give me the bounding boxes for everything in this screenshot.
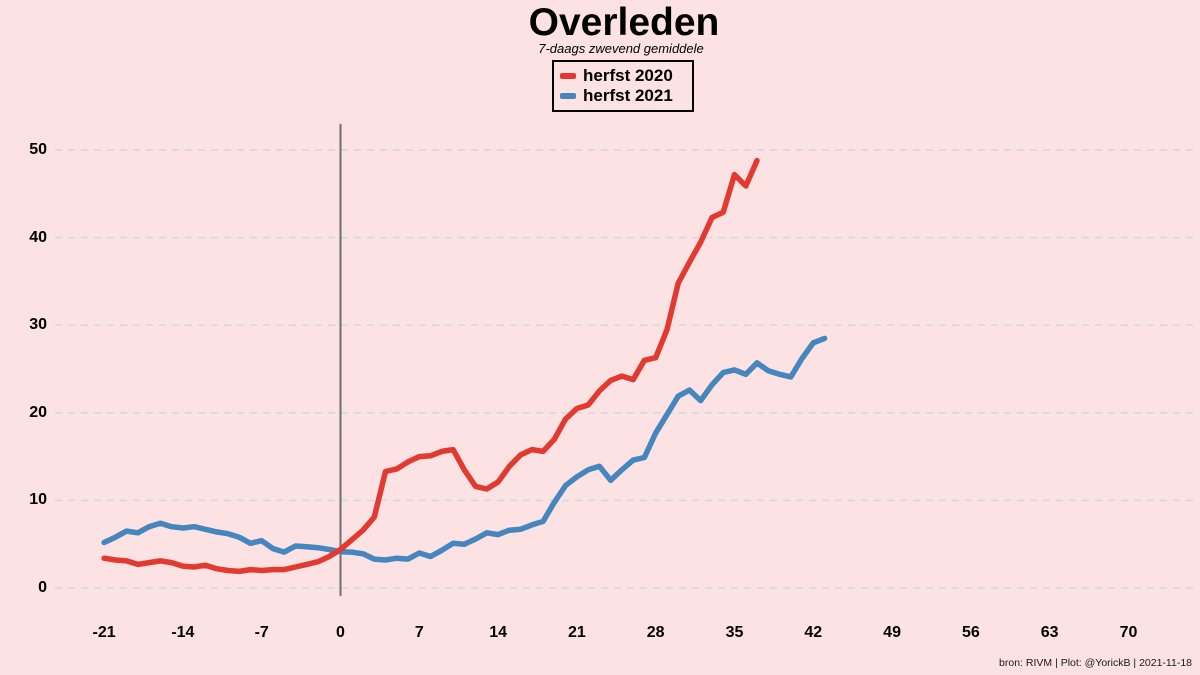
y-tick-label-0: 0 [38, 579, 47, 596]
legend-label-herfst-2021: herfst 2021 [583, 86, 673, 105]
legend-label-herfst-2020: herfst 2020 [583, 66, 673, 85]
x-tick-label-35: 35 [725, 624, 744, 641]
series-line-herfst-2020 [101, 157, 760, 575]
legend-swatch-herfst-2021 [560, 93, 576, 99]
x-tick-label-70: 70 [1119, 624, 1138, 641]
y-tick-label-50: 50 [29, 141, 47, 159]
y-tick-label-10: 10 [29, 491, 47, 509]
x-tick-label-28: 28 [646, 624, 665, 641]
legend-box: herfst 2020 herfst 2021 [552, 60, 694, 112]
x-tick-label-0: 0 [336, 624, 345, 641]
x-tick-label-21: 21 [567, 624, 586, 641]
x-tick-label-7: 7 [414, 624, 424, 641]
y-tick-label-30: 30 [29, 316, 47, 334]
legend-item-herfst-2020: herfst 2020 [560, 66, 692, 86]
y-tick-label-20: 20 [29, 403, 47, 421]
series-line-herfst-2021 [101, 335, 828, 563]
x-tick-label-49: 49 [883, 624, 901, 641]
chart-subtitle: 7-daags zwevend gemiddele [538, 41, 704, 56]
x-tick-label-56: 56 [961, 624, 980, 641]
x-tick-label--14: -14 [171, 624, 195, 641]
x-tick-label-14: 14 [489, 624, 507, 641]
x-tick-label-42: 42 [804, 624, 823, 641]
x-tick-label--7: -7 [254, 624, 269, 641]
x-tick-label-63: 63 [1040, 624, 1059, 641]
y-tick-label-40: 40 [29, 228, 47, 246]
chart-title: Overleden [528, 1, 720, 44]
legend-item-herfst-2021: herfst 2021 [560, 86, 692, 106]
attribution-text: bron: RIVM | Plot: @YorickB | 2021-11-18 [999, 657, 1192, 669]
x-tick-label--21: -21 [92, 624, 116, 641]
legend-swatch-herfst-2020 [560, 73, 576, 79]
